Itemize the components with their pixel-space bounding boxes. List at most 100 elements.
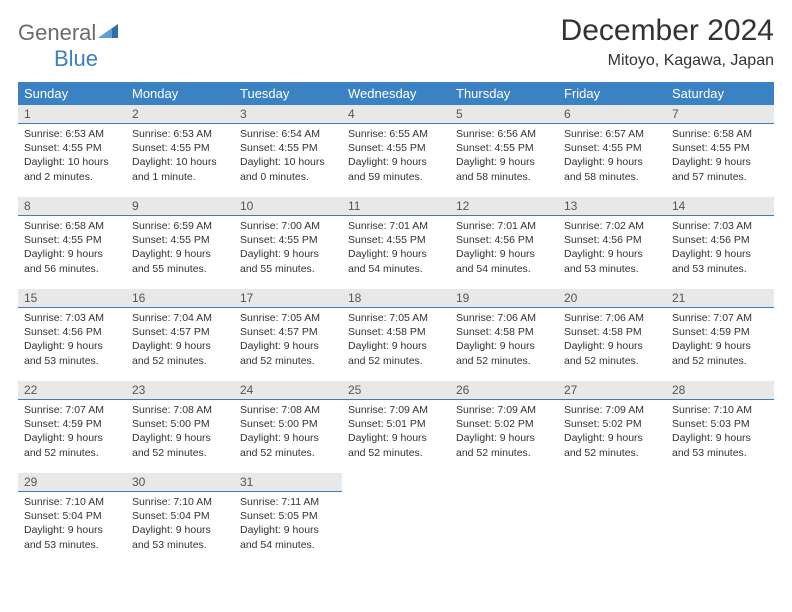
day-details: Sunrise: 7:02 AMSunset: 4:56 PMDaylight:… (558, 216, 666, 280)
calendar-cell: 11Sunrise: 7:01 AMSunset: 4:55 PMDayligh… (342, 197, 450, 289)
day-details: Sunrise: 7:09 AMSunset: 5:02 PMDaylight:… (450, 400, 558, 464)
calendar-cell (558, 473, 666, 565)
calendar-cell: 1Sunrise: 6:53 AMSunset: 4:55 PMDaylight… (18, 105, 126, 197)
day-number: 17 (234, 289, 342, 308)
day-number: 19 (450, 289, 558, 308)
logo-triangle-icon (98, 22, 120, 45)
day-number: 1 (18, 105, 126, 124)
day-number: 28 (666, 381, 774, 400)
weekday-monday: Monday (126, 82, 234, 105)
day-number: 23 (126, 381, 234, 400)
weekday-saturday: Saturday (666, 82, 774, 105)
day-number: 24 (234, 381, 342, 400)
day-number: 8 (18, 197, 126, 216)
calendar-cell: 22Sunrise: 7:07 AMSunset: 4:59 PMDayligh… (18, 381, 126, 473)
day-number: 21 (666, 289, 774, 308)
calendar-cell: 19Sunrise: 7:06 AMSunset: 4:58 PMDayligh… (450, 289, 558, 381)
day-number: 26 (450, 381, 558, 400)
day-number: 2 (126, 105, 234, 124)
day-details: Sunrise: 6:57 AMSunset: 4:55 PMDaylight:… (558, 124, 666, 188)
day-details: Sunrise: 6:59 AMSunset: 4:55 PMDaylight:… (126, 216, 234, 280)
calendar-cell: 20Sunrise: 7:06 AMSunset: 4:58 PMDayligh… (558, 289, 666, 381)
calendar-cell (666, 473, 774, 565)
calendar-cell (342, 473, 450, 565)
calendar-cell: 12Sunrise: 7:01 AMSunset: 4:56 PMDayligh… (450, 197, 558, 289)
calendar-cell: 16Sunrise: 7:04 AMSunset: 4:57 PMDayligh… (126, 289, 234, 381)
weekday-thursday: Thursday (450, 82, 558, 105)
day-number: 29 (18, 473, 126, 492)
day-number: 9 (126, 197, 234, 216)
day-details: Sunrise: 7:06 AMSunset: 4:58 PMDaylight:… (450, 308, 558, 372)
day-number: 4 (342, 105, 450, 124)
calendar-table: Sunday Monday Tuesday Wednesday Thursday… (18, 82, 774, 565)
day-number: 16 (126, 289, 234, 308)
day-details: Sunrise: 7:07 AMSunset: 4:59 PMDaylight:… (18, 400, 126, 464)
logo-text-general: General (18, 20, 96, 46)
day-details: Sunrise: 7:10 AMSunset: 5:03 PMDaylight:… (666, 400, 774, 464)
location-text: Mitoyo, Kagawa, Japan (561, 52, 774, 70)
title-block: December 2024 Mitoyo, Kagawa, Japan (561, 14, 774, 70)
calendar-cell: 7Sunrise: 6:58 AMSunset: 4:55 PMDaylight… (666, 105, 774, 197)
calendar-cell: 23Sunrise: 7:08 AMSunset: 5:00 PMDayligh… (126, 381, 234, 473)
day-details: Sunrise: 6:58 AMSunset: 4:55 PMDaylight:… (666, 124, 774, 188)
month-title: December 2024 (561, 14, 774, 48)
day-details: Sunrise: 6:58 AMSunset: 4:55 PMDaylight:… (18, 216, 126, 280)
day-number: 12 (450, 197, 558, 216)
calendar-cell: 29Sunrise: 7:10 AMSunset: 5:04 PMDayligh… (18, 473, 126, 565)
weekday-friday: Friday (558, 82, 666, 105)
logo: General (18, 14, 122, 46)
calendar-cell: 3Sunrise: 6:54 AMSunset: 4:55 PMDaylight… (234, 105, 342, 197)
header: General December 2024 Mitoyo, Kagawa, Ja… (18, 14, 774, 70)
day-number: 18 (342, 289, 450, 308)
calendar-cell: 27Sunrise: 7:09 AMSunset: 5:02 PMDayligh… (558, 381, 666, 473)
day-number: 22 (18, 381, 126, 400)
day-details: Sunrise: 7:08 AMSunset: 5:00 PMDaylight:… (234, 400, 342, 464)
calendar-row: 22Sunrise: 7:07 AMSunset: 4:59 PMDayligh… (18, 381, 774, 473)
day-number: 10 (234, 197, 342, 216)
day-number: 20 (558, 289, 666, 308)
calendar-cell: 13Sunrise: 7:02 AMSunset: 4:56 PMDayligh… (558, 197, 666, 289)
calendar-body: 1Sunrise: 6:53 AMSunset: 4:55 PMDaylight… (18, 105, 774, 565)
calendar-cell: 24Sunrise: 7:08 AMSunset: 5:00 PMDayligh… (234, 381, 342, 473)
day-details: Sunrise: 6:55 AMSunset: 4:55 PMDaylight:… (342, 124, 450, 188)
day-details: Sunrise: 7:07 AMSunset: 4:59 PMDaylight:… (666, 308, 774, 372)
calendar-row: 29Sunrise: 7:10 AMSunset: 5:04 PMDayligh… (18, 473, 774, 565)
calendar-cell: 14Sunrise: 7:03 AMSunset: 4:56 PMDayligh… (666, 197, 774, 289)
calendar-row: 15Sunrise: 7:03 AMSunset: 4:56 PMDayligh… (18, 289, 774, 381)
calendar-cell: 9Sunrise: 6:59 AMSunset: 4:55 PMDaylight… (126, 197, 234, 289)
weekday-header-row: Sunday Monday Tuesday Wednesday Thursday… (18, 82, 774, 105)
day-details: Sunrise: 7:10 AMSunset: 5:04 PMDaylight:… (18, 492, 126, 556)
calendar-cell: 26Sunrise: 7:09 AMSunset: 5:02 PMDayligh… (450, 381, 558, 473)
calendar-cell: 28Sunrise: 7:10 AMSunset: 5:03 PMDayligh… (666, 381, 774, 473)
calendar-row: 8Sunrise: 6:58 AMSunset: 4:55 PMDaylight… (18, 197, 774, 289)
day-number: 3 (234, 105, 342, 124)
calendar-row: 1Sunrise: 6:53 AMSunset: 4:55 PMDaylight… (18, 105, 774, 197)
day-details: Sunrise: 7:03 AMSunset: 4:56 PMDaylight:… (666, 216, 774, 280)
calendar-cell: 17Sunrise: 7:05 AMSunset: 4:57 PMDayligh… (234, 289, 342, 381)
day-number: 30 (126, 473, 234, 492)
day-number: 6 (558, 105, 666, 124)
calendar-cell: 30Sunrise: 7:10 AMSunset: 5:04 PMDayligh… (126, 473, 234, 565)
weekday-wednesday: Wednesday (342, 82, 450, 105)
day-number: 5 (450, 105, 558, 124)
day-details: Sunrise: 7:01 AMSunset: 4:55 PMDaylight:… (342, 216, 450, 280)
calendar-cell: 5Sunrise: 6:56 AMSunset: 4:55 PMDaylight… (450, 105, 558, 197)
day-number: 27 (558, 381, 666, 400)
calendar-cell: 18Sunrise: 7:05 AMSunset: 4:58 PMDayligh… (342, 289, 450, 381)
day-details: Sunrise: 6:53 AMSunset: 4:55 PMDaylight:… (18, 124, 126, 188)
calendar-cell: 2Sunrise: 6:53 AMSunset: 4:55 PMDaylight… (126, 105, 234, 197)
day-details: Sunrise: 7:05 AMSunset: 4:57 PMDaylight:… (234, 308, 342, 372)
calendar-cell: 25Sunrise: 7:09 AMSunset: 5:01 PMDayligh… (342, 381, 450, 473)
day-details: Sunrise: 6:54 AMSunset: 4:55 PMDaylight:… (234, 124, 342, 188)
day-number: 31 (234, 473, 342, 492)
day-details: Sunrise: 7:04 AMSunset: 4:57 PMDaylight:… (126, 308, 234, 372)
day-details: Sunrise: 6:53 AMSunset: 4:55 PMDaylight:… (126, 124, 234, 188)
day-details: Sunrise: 7:06 AMSunset: 4:58 PMDaylight:… (558, 308, 666, 372)
calendar-cell: 4Sunrise: 6:55 AMSunset: 4:55 PMDaylight… (342, 105, 450, 197)
calendar-cell: 21Sunrise: 7:07 AMSunset: 4:59 PMDayligh… (666, 289, 774, 381)
calendar-cell: 10Sunrise: 7:00 AMSunset: 4:55 PMDayligh… (234, 197, 342, 289)
day-details: Sunrise: 7:11 AMSunset: 5:05 PMDaylight:… (234, 492, 342, 556)
day-details: Sunrise: 7:01 AMSunset: 4:56 PMDaylight:… (450, 216, 558, 280)
calendar-cell (450, 473, 558, 565)
day-details: Sunrise: 7:00 AMSunset: 4:55 PMDaylight:… (234, 216, 342, 280)
